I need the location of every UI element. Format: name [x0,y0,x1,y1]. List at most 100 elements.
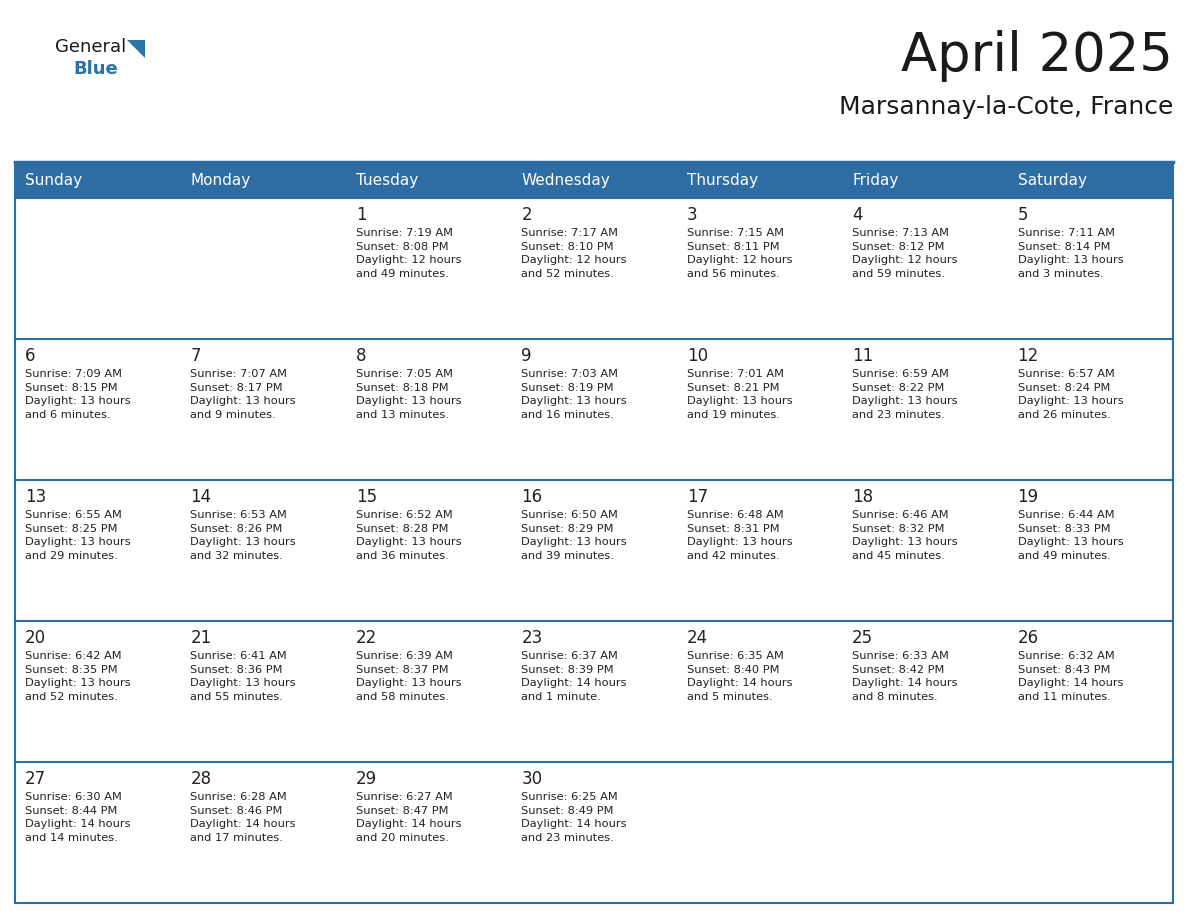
Bar [842,480,1007,621]
Text: 23: 23 [522,629,543,647]
Text: 16: 16 [522,488,543,506]
Text: Sunrise: 7:19 AM
Sunset: 8:08 PM
Daylight: 12 hours
and 49 minutes.: Sunrise: 7:19 AM Sunset: 8:08 PM Dayligh… [356,228,461,279]
Text: Sunrise: 6:30 AM
Sunset: 8:44 PM
Daylight: 14 hours
and 14 minutes.: Sunrise: 6:30 AM Sunset: 8:44 PM Dayligh… [25,792,131,843]
Text: 14: 14 [190,488,211,506]
Bar [677,762,842,903]
Bar [181,480,346,621]
Text: Sunrise: 6:37 AM
Sunset: 8:39 PM
Daylight: 14 hours
and 1 minute.: Sunrise: 6:37 AM Sunset: 8:39 PM Dayligh… [522,651,627,701]
Text: 17: 17 [687,488,708,506]
Text: 25: 25 [852,629,873,647]
Polygon shape [127,40,145,58]
Bar [15,762,181,903]
Text: 19: 19 [1018,488,1038,506]
Bar [15,198,181,339]
Text: Sunrise: 6:46 AM
Sunset: 8:32 PM
Daylight: 13 hours
and 45 minutes.: Sunrise: 6:46 AM Sunset: 8:32 PM Dayligh… [852,510,958,561]
Bar [842,762,1007,903]
Text: Marsannay-la-Cote, France: Marsannay-la-Cote, France [839,95,1173,119]
Text: Sunrise: 6:32 AM
Sunset: 8:43 PM
Daylight: 14 hours
and 11 minutes.: Sunrise: 6:32 AM Sunset: 8:43 PM Dayligh… [1018,651,1123,701]
Bar [842,339,1007,480]
Bar [842,198,1007,339]
Text: Sunrise: 6:33 AM
Sunset: 8:42 PM
Daylight: 14 hours
and 8 minutes.: Sunrise: 6:33 AM Sunset: 8:42 PM Dayligh… [852,651,958,701]
Bar [511,621,677,762]
Bar [181,621,346,762]
Text: 20: 20 [25,629,46,647]
Bar [181,339,346,480]
Text: 13: 13 [25,488,46,506]
Text: 1: 1 [356,206,366,224]
Text: Thursday: Thursday [687,173,758,187]
Bar [181,762,346,903]
Text: 11: 11 [852,347,873,365]
Text: 18: 18 [852,488,873,506]
Text: Blue: Blue [72,60,118,78]
Bar [181,198,346,339]
Text: Sunrise: 6:59 AM
Sunset: 8:22 PM
Daylight: 13 hours
and 23 minutes.: Sunrise: 6:59 AM Sunset: 8:22 PM Dayligh… [852,369,958,420]
Text: General: General [55,38,126,56]
Text: 10: 10 [687,347,708,365]
Text: April 2025: April 2025 [902,30,1173,82]
Text: 27: 27 [25,770,46,788]
Bar [15,480,181,621]
Text: Wednesday: Wednesday [522,173,609,187]
Text: Sunrise: 7:13 AM
Sunset: 8:12 PM
Daylight: 12 hours
and 59 minutes.: Sunrise: 7:13 AM Sunset: 8:12 PM Dayligh… [852,228,958,279]
Text: Sunrise: 6:41 AM
Sunset: 8:36 PM
Daylight: 13 hours
and 55 minutes.: Sunrise: 6:41 AM Sunset: 8:36 PM Dayligh… [190,651,296,701]
Bar [346,762,511,903]
Bar [346,621,511,762]
Text: Sunrise: 6:44 AM
Sunset: 8:33 PM
Daylight: 13 hours
and 49 minutes.: Sunrise: 6:44 AM Sunset: 8:33 PM Dayligh… [1018,510,1123,561]
Bar [511,198,677,339]
Bar [1007,339,1173,480]
Text: 8: 8 [356,347,366,365]
Text: 24: 24 [687,629,708,647]
Text: 2: 2 [522,206,532,224]
Text: Sunrise: 7:03 AM
Sunset: 8:19 PM
Daylight: 13 hours
and 16 minutes.: Sunrise: 7:03 AM Sunset: 8:19 PM Dayligh… [522,369,627,420]
Bar [15,339,181,480]
Text: Sunrise: 7:17 AM
Sunset: 8:10 PM
Daylight: 12 hours
and 52 minutes.: Sunrise: 7:17 AM Sunset: 8:10 PM Dayligh… [522,228,627,279]
Text: Sunrise: 6:57 AM
Sunset: 8:24 PM
Daylight: 13 hours
and 26 minutes.: Sunrise: 6:57 AM Sunset: 8:24 PM Dayligh… [1018,369,1123,420]
Text: 15: 15 [356,488,377,506]
Bar [677,480,842,621]
Text: 22: 22 [356,629,377,647]
Bar [15,162,1173,198]
Text: Sunrise: 7:15 AM
Sunset: 8:11 PM
Daylight: 12 hours
and 56 minutes.: Sunrise: 7:15 AM Sunset: 8:11 PM Dayligh… [687,228,792,279]
Text: Sunrise: 6:53 AM
Sunset: 8:26 PM
Daylight: 13 hours
and 32 minutes.: Sunrise: 6:53 AM Sunset: 8:26 PM Dayligh… [190,510,296,561]
Bar [677,621,842,762]
Text: Sunrise: 6:55 AM
Sunset: 8:25 PM
Daylight: 13 hours
and 29 minutes.: Sunrise: 6:55 AM Sunset: 8:25 PM Dayligh… [25,510,131,561]
Text: Sunrise: 6:48 AM
Sunset: 8:31 PM
Daylight: 13 hours
and 42 minutes.: Sunrise: 6:48 AM Sunset: 8:31 PM Dayligh… [687,510,792,561]
Bar [1007,480,1173,621]
Text: Saturday: Saturday [1018,173,1087,187]
Text: Sunrise: 7:05 AM
Sunset: 8:18 PM
Daylight: 13 hours
and 13 minutes.: Sunrise: 7:05 AM Sunset: 8:18 PM Dayligh… [356,369,461,420]
Text: Sunday: Sunday [25,173,82,187]
Bar [346,339,511,480]
Text: Tuesday: Tuesday [356,173,418,187]
Bar [346,198,511,339]
Text: 7: 7 [190,347,201,365]
Text: Sunrise: 6:52 AM
Sunset: 8:28 PM
Daylight: 13 hours
and 36 minutes.: Sunrise: 6:52 AM Sunset: 8:28 PM Dayligh… [356,510,461,561]
Text: 29: 29 [356,770,377,788]
Bar [511,762,677,903]
Text: 9: 9 [522,347,532,365]
Text: Sunrise: 7:11 AM
Sunset: 8:14 PM
Daylight: 13 hours
and 3 minutes.: Sunrise: 7:11 AM Sunset: 8:14 PM Dayligh… [1018,228,1123,279]
Bar [346,480,511,621]
Text: Sunrise: 6:35 AM
Sunset: 8:40 PM
Daylight: 14 hours
and 5 minutes.: Sunrise: 6:35 AM Sunset: 8:40 PM Dayligh… [687,651,792,701]
Bar [1007,621,1173,762]
Bar [842,621,1007,762]
Bar [1007,762,1173,903]
Text: 28: 28 [190,770,211,788]
Text: 26: 26 [1018,629,1038,647]
Text: 4: 4 [852,206,862,224]
Text: Sunrise: 6:28 AM
Sunset: 8:46 PM
Daylight: 14 hours
and 17 minutes.: Sunrise: 6:28 AM Sunset: 8:46 PM Dayligh… [190,792,296,843]
Text: Sunrise: 7:01 AM
Sunset: 8:21 PM
Daylight: 13 hours
and 19 minutes.: Sunrise: 7:01 AM Sunset: 8:21 PM Dayligh… [687,369,792,420]
Text: Sunrise: 6:50 AM
Sunset: 8:29 PM
Daylight: 13 hours
and 39 minutes.: Sunrise: 6:50 AM Sunset: 8:29 PM Dayligh… [522,510,627,561]
Bar [677,339,842,480]
Text: 12: 12 [1018,347,1038,365]
Text: 3: 3 [687,206,697,224]
Text: Sunrise: 6:27 AM
Sunset: 8:47 PM
Daylight: 14 hours
and 20 minutes.: Sunrise: 6:27 AM Sunset: 8:47 PM Dayligh… [356,792,461,843]
Bar [511,480,677,621]
Text: Monday: Monday [190,173,251,187]
Text: Sunrise: 7:09 AM
Sunset: 8:15 PM
Daylight: 13 hours
and 6 minutes.: Sunrise: 7:09 AM Sunset: 8:15 PM Dayligh… [25,369,131,420]
Bar [677,198,842,339]
Bar [1007,198,1173,339]
Text: Friday: Friday [852,173,898,187]
Text: Sunrise: 7:07 AM
Sunset: 8:17 PM
Daylight: 13 hours
and 9 minutes.: Sunrise: 7:07 AM Sunset: 8:17 PM Dayligh… [190,369,296,420]
Text: Sunrise: 6:25 AM
Sunset: 8:49 PM
Daylight: 14 hours
and 23 minutes.: Sunrise: 6:25 AM Sunset: 8:49 PM Dayligh… [522,792,627,843]
